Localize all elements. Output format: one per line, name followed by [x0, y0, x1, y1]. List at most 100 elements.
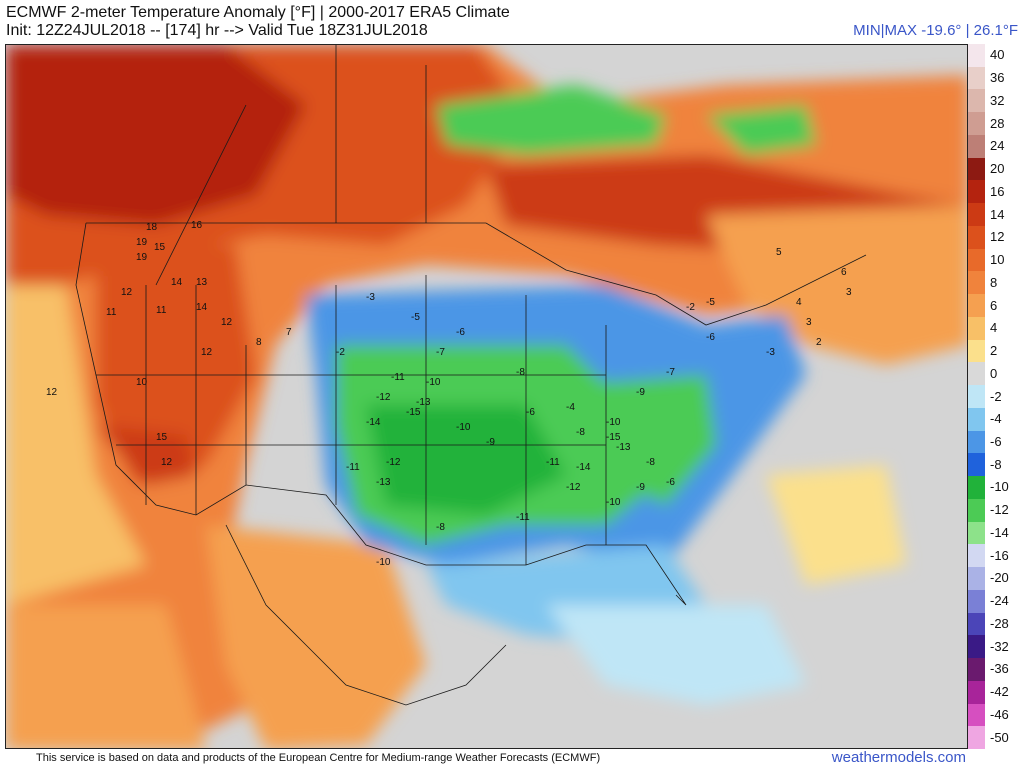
color-scale-label: 0 [990, 365, 998, 381]
anomaly-value: 19 [136, 252, 148, 263]
anomaly-value: -6 [456, 327, 465, 338]
anomaly-value: -6 [666, 477, 675, 488]
color-swatch [968, 567, 985, 591]
color-scale-label: 10 [990, 252, 1005, 268]
color-swatch [968, 703, 985, 727]
color-scale: 40 36 32 28 24 20 16 14 12 10 8 6 4 2 0 -2 -4 -6 -8 -10 -12-… [968, 44, 1024, 750]
color-swatch [968, 498, 985, 523]
anomaly-value: -11 [391, 372, 405, 383]
min-max-readout: MIN|MAX -19.6° | 26.1°F [853, 22, 1018, 39]
anomaly-value: -14 [576, 462, 591, 473]
anomaly-value: -15 [606, 432, 621, 443]
color-swatch [968, 225, 985, 250]
color-scale-label: 40 [990, 47, 1005, 63]
anomaly-value: 18 [146, 222, 158, 233]
color-scale-label: 32 [990, 92, 1005, 108]
anomaly-value: 12 [46, 387, 58, 398]
anomaly-value: 16 [191, 220, 203, 231]
color-scale-label: -12 [990, 502, 1009, 518]
anomaly-value: 14 [196, 302, 208, 313]
color-scale-label: -8 [990, 456, 1002, 472]
anomaly-value: -9 [636, 387, 645, 398]
anomaly-value: -7 [666, 367, 675, 378]
anomaly-value: -13 [616, 442, 631, 453]
color-scale-label: -10 [990, 479, 1009, 495]
map-canvas: 18 16 19 15 19 12 14 13 14 12 11 11 12 10 15 12 12 8 7 -2 -3… [6, 45, 967, 748]
color-swatch [968, 89, 985, 113]
anomaly-value: -2 [336, 347, 345, 358]
color-swatch [968, 680, 985, 704]
temperature-anomaly-map: 18 16 19 15 19 12 14 13 14 12 11 11 12 10 15 12 12 8 7 -2 -3… [5, 44, 968, 749]
anomaly-value: 6 [841, 267, 847, 278]
color-swatch [968, 430, 985, 454]
anomaly-value: 8 [256, 337, 262, 348]
anomaly-value: 12 [221, 317, 233, 328]
color-swatch [968, 385, 985, 409]
color-scale-label: 12 [990, 229, 1005, 245]
color-scale-label: 24 [990, 138, 1005, 154]
anomaly-value: -10 [606, 417, 621, 428]
color-scale-label: 28 [990, 115, 1005, 131]
color-swatch [968, 316, 985, 341]
anomaly-value: -3 [366, 292, 375, 303]
anomaly-value: -6 [706, 332, 715, 343]
anomaly-value: 15 [154, 242, 166, 253]
color-swatch [968, 112, 985, 136]
anomaly-value: 13 [196, 277, 208, 288]
color-swatch [968, 157, 985, 181]
anomaly-value: 3 [846, 287, 852, 298]
color-scale-label: -24 [990, 593, 1009, 609]
anomaly-value: -10 [606, 497, 621, 508]
color-swatch [968, 658, 985, 682]
color-swatch [968, 66, 985, 90]
anomaly-value: -10 [456, 422, 471, 433]
color-scale-label: -28 [990, 615, 1009, 631]
color-scale-label: 14 [990, 206, 1005, 222]
color-scale-label: -46 [990, 706, 1009, 722]
color-swatch [968, 589, 985, 614]
anomaly-value: -4 [566, 402, 575, 413]
color-scale-label: -20 [990, 570, 1009, 586]
anomaly-value: 4 [796, 297, 802, 308]
color-swatch [968, 271, 985, 295]
map-title: ECMWF 2-meter Temperature Anomaly [°F] |… [6, 4, 510, 21]
color-swatch [968, 544, 985, 568]
anomaly-value: -11 [516, 512, 530, 523]
anomaly-value: -12 [566, 482, 581, 493]
color-scale-label: 8 [990, 274, 998, 290]
color-swatch [968, 635, 985, 659]
anomaly-value: -3 [766, 347, 775, 358]
color-scale-label: -6 [990, 433, 1002, 449]
anomaly-value: 19 [136, 237, 148, 248]
anomaly-value: 11 [106, 307, 117, 318]
color-scale-label: 20 [990, 161, 1005, 177]
color-swatch [968, 180, 985, 204]
political-borders [75, 45, 867, 706]
anomaly-value: -8 [516, 367, 525, 378]
color-swatch [968, 521, 985, 545]
anomaly-value: -5 [706, 297, 715, 308]
color-scale-label: -14 [990, 524, 1009, 540]
anomaly-value: 15 [156, 432, 168, 443]
color-scale-label: -32 [990, 638, 1009, 654]
color-swatch [968, 134, 985, 159]
anomaly-value: 5 [776, 247, 782, 258]
color-scale-label: -16 [990, 547, 1009, 563]
anomaly-value: 12 [121, 287, 133, 298]
color-swatch [968, 339, 985, 363]
anomaly-value: -7 [436, 347, 445, 358]
anomaly-value: 11 [156, 305, 167, 316]
brand-link[interactable]: weathermodels.com [831, 749, 966, 766]
ecmwf-credit: This service is based on data and produc… [36, 752, 601, 764]
anomaly-value: -12 [386, 457, 401, 468]
anomaly-value: -11 [546, 457, 560, 468]
anomaly-value: -8 [576, 427, 585, 438]
anomaly-value-labels: 18 16 19 15 19 12 14 13 14 12 11 11 12 10 15 12 12 8 7 -2 -3… [46, 220, 852, 568]
anomaly-value: -10 [426, 377, 441, 388]
color-swatch [968, 248, 985, 272]
color-scale-label: 2 [990, 343, 998, 359]
color-scale-label: 16 [990, 183, 1005, 199]
anomaly-value: -15 [406, 407, 421, 418]
color-swatch [968, 362, 985, 386]
anomaly-value: 2 [816, 337, 822, 348]
